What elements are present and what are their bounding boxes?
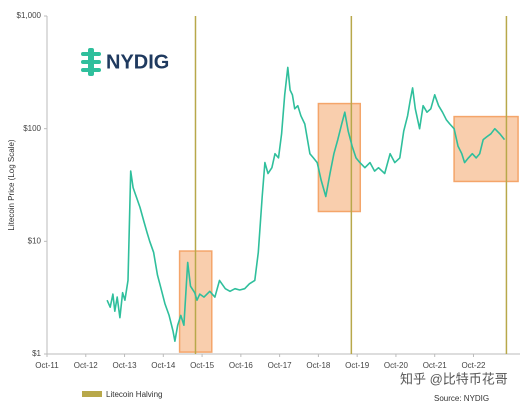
x-tick-label: Oct-18 [306, 361, 331, 370]
x-tick-label: Oct-14 [151, 361, 176, 370]
x-tick-label: Oct-15 [190, 361, 215, 370]
x-tick-label: Oct-13 [113, 361, 138, 370]
x-tick-label: Oct-22 [461, 361, 486, 370]
logo-text: NYDIG [106, 51, 169, 73]
x-tick-label: Oct-11 [35, 361, 59, 370]
legend-swatch [82, 391, 102, 397]
legend-label: Litecoin Halving [106, 390, 162, 399]
x-tick-label: Oct-19 [345, 361, 370, 370]
y-axis-label: Litecoin Price (Log Scale) [7, 139, 16, 230]
price-line [106, 66, 506, 342]
x-tick-label: Oct-12 [74, 361, 99, 370]
logo-icon [88, 48, 94, 76]
y-tick-label: $10 [28, 236, 42, 245]
y-tick-label: $1,000 [17, 11, 42, 20]
watermark: 知乎 @比特币花哥 [400, 371, 508, 386]
logo: NYDIG [81, 48, 169, 76]
y-tick-label: $1 [32, 349, 41, 358]
x-tick-label: Oct-21 [423, 361, 448, 370]
x-tick-label: Oct-17 [268, 361, 293, 370]
x-tick-label: Oct-16 [229, 361, 254, 370]
x-tick-label: Oct-20 [384, 361, 409, 370]
y-tick-label: $100 [23, 124, 41, 133]
highlight-box [453, 115, 519, 183]
source: Source: NYDIG [434, 394, 489, 403]
